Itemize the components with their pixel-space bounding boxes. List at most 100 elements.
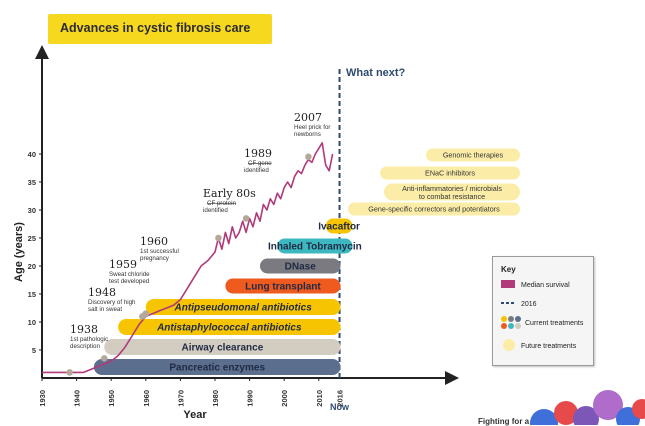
treatment-bar bbox=[259, 258, 341, 274]
milestone-year: 1989 bbox=[244, 147, 272, 160]
treatment-bar bbox=[104, 339, 341, 355]
legend: Key Median survival 2016 Current treatme… bbox=[492, 256, 594, 366]
legend-dot-beige bbox=[515, 323, 521, 329]
milestone-description: description bbox=[70, 343, 100, 350]
future-treatment-label-cont: to combat resistance bbox=[419, 192, 485, 201]
milestone-description: Heel prick for bbox=[294, 124, 330, 131]
milestone-year: 1948 bbox=[88, 286, 116, 299]
y-tick-label: 30 bbox=[28, 206, 36, 215]
treatment-label: Pancreatic enzymes bbox=[169, 363, 265, 374]
milestone-description: 1st successful bbox=[140, 248, 179, 255]
x-tick-label: 1990 bbox=[246, 390, 255, 407]
legend-entry-survival: Median survival bbox=[521, 282, 570, 289]
treatment-bar bbox=[118, 319, 341, 335]
footer-text: Fighting for a bbox=[478, 417, 530, 426]
milestone-description: identified bbox=[203, 207, 228, 214]
future-treatment-label: ENaC inhibitors bbox=[425, 169, 475, 178]
milestone-dot bbox=[66, 369, 73, 376]
x-tick-label-2016: 2016 bbox=[336, 390, 345, 407]
y-tick-label: 10 bbox=[28, 318, 36, 327]
milestone-year: 2007 bbox=[294, 111, 322, 124]
x-tick-label: 1930 bbox=[38, 390, 47, 407]
legend-dot-grey bbox=[508, 316, 514, 322]
milestone-description: test developed bbox=[109, 278, 150, 285]
milestone-dot bbox=[242, 215, 250, 222]
treatment-bars: Pancreatic enzymes Airway clearance Antist… bbox=[93, 218, 362, 375]
y-tick-label: 20 bbox=[28, 262, 36, 271]
legend-swatch-survival bbox=[501, 280, 515, 288]
treatment-bar bbox=[277, 238, 353, 254]
milestone-year: 1960 bbox=[140, 235, 168, 248]
future-treatment-label: Genomic therapies bbox=[443, 151, 504, 160]
x-tick-label-now: Now bbox=[330, 402, 350, 412]
milestone-description: Sweat chloride bbox=[109, 271, 150, 278]
x-tick-label: 1960 bbox=[142, 390, 151, 407]
legend-dot-blue bbox=[515, 316, 521, 322]
milestone-year: 1959 bbox=[109, 258, 137, 271]
milestone-dot bbox=[305, 153, 312, 161]
treatment-label: DNase bbox=[285, 262, 317, 273]
treatment-label: Airway clearance bbox=[182, 343, 264, 354]
treatment-label: Ivacaftor bbox=[318, 222, 360, 233]
x-tick-label: 2010 bbox=[315, 390, 324, 407]
legend-graphic: Key Median survival 2016 Current treatme… bbox=[501, 265, 584, 351]
legend-title: Key bbox=[501, 265, 516, 274]
future-treatment-bar bbox=[348, 202, 520, 216]
what-next-label: What next? bbox=[346, 67, 406, 79]
y-tick-label: 5 bbox=[32, 346, 36, 355]
milestone-description: identified bbox=[244, 167, 269, 174]
treatment-bar bbox=[225, 278, 341, 294]
milestone-dot bbox=[142, 310, 150, 317]
treatment-bar bbox=[145, 299, 341, 315]
x-tick-label: 1970 bbox=[176, 390, 185, 407]
treatment-label: Antipseudomonal antibiotics bbox=[174, 303, 313, 314]
milestone-description: pregnancy bbox=[140, 255, 170, 262]
treatment-bar bbox=[325, 218, 353, 234]
chart-title: Advances in cystic fibrosis care bbox=[60, 21, 251, 35]
decor-blob-red2 bbox=[632, 399, 645, 419]
milestone-year: Early 80s bbox=[203, 187, 256, 200]
future-treatment-bar bbox=[380, 166, 520, 180]
legend-entry-current: Current treatments bbox=[525, 320, 584, 327]
y-tick-label: 15 bbox=[28, 290, 36, 299]
future-treatment-bar bbox=[384, 183, 520, 201]
treatment-bar bbox=[93, 359, 341, 375]
y-tick-label: 35 bbox=[28, 178, 36, 187]
y-tick-label: 40 bbox=[28, 150, 36, 159]
milestone-dot bbox=[100, 355, 108, 362]
x-tick-label: 2000 bbox=[280, 390, 289, 407]
treatment-label: Inhaled Tobramycin bbox=[268, 242, 362, 253]
legend-entry-future: Future treatments bbox=[521, 343, 577, 350]
legend-dot-orange bbox=[501, 323, 507, 329]
milestone-year: 1938 bbox=[70, 323, 98, 336]
decor-blob-purple bbox=[573, 406, 599, 425]
decor-blob-violet bbox=[593, 390, 623, 420]
future-treatments: Gene-specific correctors and potentiator… bbox=[348, 148, 520, 216]
x-tick-label: 1950 bbox=[107, 390, 116, 407]
milestone-struck: CF gene bbox=[248, 160, 272, 167]
median-survival-line bbox=[42, 142, 334, 374]
milestone-description: newborns bbox=[294, 131, 321, 138]
legend-dot-teal bbox=[508, 323, 514, 329]
decor-blob-red bbox=[554, 401, 578, 425]
survival-line-layer bbox=[42, 142, 334, 374]
future-treatment-label: Gene-specific correctors and potentiator… bbox=[368, 205, 500, 214]
milestone-struck: CF protein bbox=[207, 200, 236, 207]
x-tick-label: 1980 bbox=[211, 390, 220, 407]
x-tick-label: 1940 bbox=[73, 390, 82, 407]
milestone-description: salt in sweat bbox=[88, 306, 122, 313]
future-treatment-bar bbox=[426, 148, 520, 162]
x-axis-title: Year bbox=[183, 409, 207, 421]
legend-swatch-future bbox=[503, 339, 515, 351]
legend-entry-2016: 2016 bbox=[521, 301, 537, 308]
title-banner bbox=[48, 14, 272, 44]
y-tick-label: 25 bbox=[28, 234, 36, 243]
y-axis-title: Age (years) bbox=[13, 222, 25, 282]
treatment-label: Antistaphylococcal antibiotics bbox=[156, 323, 302, 334]
footer-decoration bbox=[530, 390, 645, 425]
decor-blob-blue bbox=[530, 409, 558, 425]
milestone-description: Discovery of high bbox=[88, 299, 136, 306]
milestone-description: 1st pathologic bbox=[70, 336, 108, 343]
